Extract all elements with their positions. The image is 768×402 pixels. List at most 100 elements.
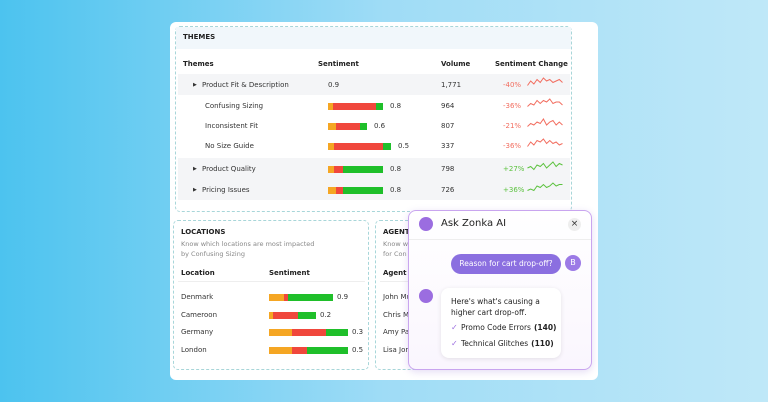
column-header: Sentiment [269, 269, 310, 277]
theme-name: Confusing Sizing [205, 102, 264, 110]
sentiment-segment [326, 328, 348, 336]
sentiment-segment [383, 142, 391, 150]
panel-title: LOCATIONS [181, 228, 226, 236]
sentiment-score: 0.3 [352, 328, 364, 336]
agent-name: John Mu [383, 293, 411, 301]
themes-title: THEMES [183, 33, 216, 41]
sentiment-segment [333, 102, 376, 110]
agent-name: Amy Pa [383, 328, 410, 336]
sentiment-segment [269, 328, 292, 336]
sentiment-score: 0.8 [390, 186, 402, 194]
sentiment-segment [292, 346, 307, 354]
theme-name: Inconsistent Fit [205, 122, 258, 130]
reply-card: Here's what's causing a higher cart drop… [441, 288, 561, 358]
sparkline-chart [527, 182, 563, 192]
location-name: London [181, 346, 207, 354]
sentiment-score: 0.6 [374, 122, 386, 130]
volume: 807 [441, 122, 455, 130]
item-count: (110) [531, 339, 554, 348]
item-label: Promo Code Errors [461, 323, 531, 332]
divider [409, 239, 591, 240]
locations-panel [173, 220, 369, 370]
sentiment-segment [334, 142, 383, 150]
sentiment-segment [343, 186, 383, 194]
column-header: Location [181, 269, 215, 277]
volume: 798 [441, 165, 455, 173]
sentiment-segment [334, 165, 343, 173]
location-name: Denmark [181, 293, 214, 301]
item-count: (140) [533, 323, 557, 332]
expand-toggle: ▶ [193, 187, 197, 193]
change: -36% [503, 142, 522, 150]
sentiment-score: 0.2 [320, 311, 332, 319]
sentiment-segment [336, 186, 343, 194]
column-header: Sentiment Change [495, 60, 568, 68]
location-name: Cameroon [181, 311, 218, 319]
sentiment-segment [336, 122, 360, 130]
sentiment-segment [328, 102, 333, 110]
panel-subtitle: for Con [383, 250, 407, 258]
theme-name: Product Quality [202, 165, 256, 173]
sentiment-segment [360, 122, 367, 130]
expand-toggle: ▶ [193, 82, 197, 88]
sentiment-segment [376, 102, 383, 110]
change: -36% [503, 102, 522, 110]
change: -21% [503, 122, 522, 130]
sentiment-segment [328, 186, 336, 194]
change: -40% [503, 81, 522, 89]
panel-title: AGENT [383, 228, 410, 236]
row-bg [178, 74, 570, 95]
sparkline [527, 98, 563, 107]
sentiment-score: 0.9 [337, 293, 349, 301]
sparkline-chart [527, 77, 563, 86]
column-header: Volume [441, 60, 471, 68]
volume: 337 [441, 142, 455, 150]
bot-icon [419, 289, 433, 303]
panel-subtitle: Know which locations are most impacted [181, 240, 315, 248]
sparkline [527, 161, 563, 171]
location-name: Germany [181, 328, 214, 336]
sentiment-score: 0.9 [328, 81, 340, 89]
user-avatar: B [565, 255, 581, 271]
sparkline-chart [527, 161, 563, 171]
sparkline-chart [527, 98, 563, 107]
sentiment-score: 0.5 [352, 346, 364, 354]
volume: 964 [441, 102, 455, 110]
sentiment-segment [328, 122, 336, 130]
themes-panel [175, 26, 572, 212]
reply-item: Promo Code Errors (140) [461, 323, 556, 332]
change: +36% [503, 186, 525, 194]
sentiment-score: 0.8 [390, 102, 402, 110]
volume: 1,771 [441, 81, 462, 89]
sparkline [527, 77, 563, 86]
change: +27% [503, 165, 525, 173]
sentiment-segment [269, 311, 273, 319]
sentiment-segment [343, 165, 383, 173]
reply-item: Technical Glitches (110) [461, 339, 554, 348]
sentiment-score: 0.8 [390, 165, 402, 173]
reply-text: Here's what's causing a higher cart drop… [451, 297, 540, 317]
themes-header-bg [176, 27, 571, 49]
theme-name: Pricing Issues [202, 186, 250, 194]
divider [380, 281, 410, 282]
check-icon: ✓ [451, 323, 458, 332]
agent-name: Lisa Jor [383, 346, 409, 354]
sentiment-segment [328, 165, 334, 173]
sentiment-segment [288, 293, 333, 301]
sparkline [527, 182, 563, 192]
close-button[interactable]: × [568, 218, 581, 231]
expand-toggle: ▶ [193, 166, 197, 172]
divider [178, 281, 365, 282]
sparkline [527, 118, 563, 127]
agent-name: Chris M [383, 311, 410, 319]
column-header: Themes [183, 60, 214, 68]
assistant-icon [419, 217, 433, 231]
sentiment-segment [269, 293, 284, 301]
assistant-popup: Ask Zonka AI × Reason for cart drop-off?… [408, 210, 592, 370]
volume: 726 [441, 186, 455, 194]
sparkline-chart [527, 138, 563, 147]
check-icon: ✓ [451, 339, 458, 348]
assistant-title: Ask Zonka AI [441, 218, 507, 229]
sentiment-segment [307, 346, 348, 354]
